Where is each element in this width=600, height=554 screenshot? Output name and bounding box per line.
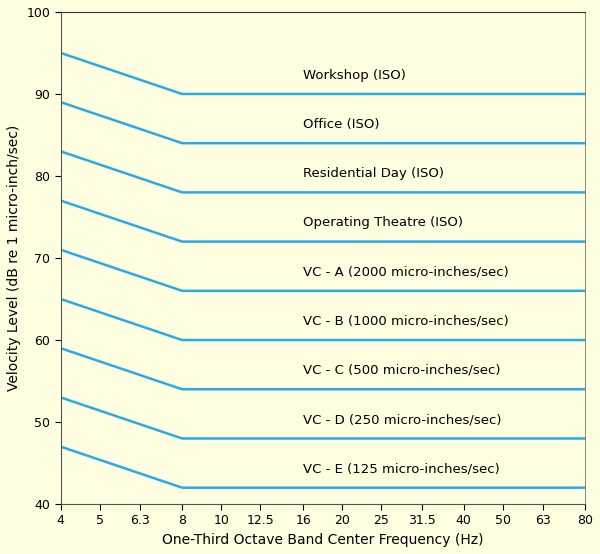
Text: VC - E (125 micro-inches/sec): VC - E (125 micro-inches/sec) (304, 463, 500, 475)
Text: VC - C (500 micro-inches/sec): VC - C (500 micro-inches/sec) (304, 364, 501, 377)
Text: VC - B (1000 micro-inches/sec): VC - B (1000 micro-inches/sec) (304, 315, 509, 328)
Text: Residential Day (ISO): Residential Day (ISO) (304, 167, 445, 180)
Text: Workshop (ISO): Workshop (ISO) (304, 69, 406, 81)
X-axis label: One-Third Octave Band Center Frequency (Hz): One-Third Octave Band Center Frequency (… (162, 533, 484, 547)
Text: VC - A (2000 micro-inches/sec): VC - A (2000 micro-inches/sec) (304, 265, 509, 279)
Text: Operating Theatre (ISO): Operating Theatre (ISO) (304, 216, 463, 229)
Text: VC - D (250 micro-inches/sec): VC - D (250 micro-inches/sec) (304, 413, 502, 426)
Y-axis label: Velocity Level (dB re 1 micro-inch/sec): Velocity Level (dB re 1 micro-inch/sec) (7, 125, 21, 391)
Text: Office (ISO): Office (ISO) (304, 118, 380, 131)
